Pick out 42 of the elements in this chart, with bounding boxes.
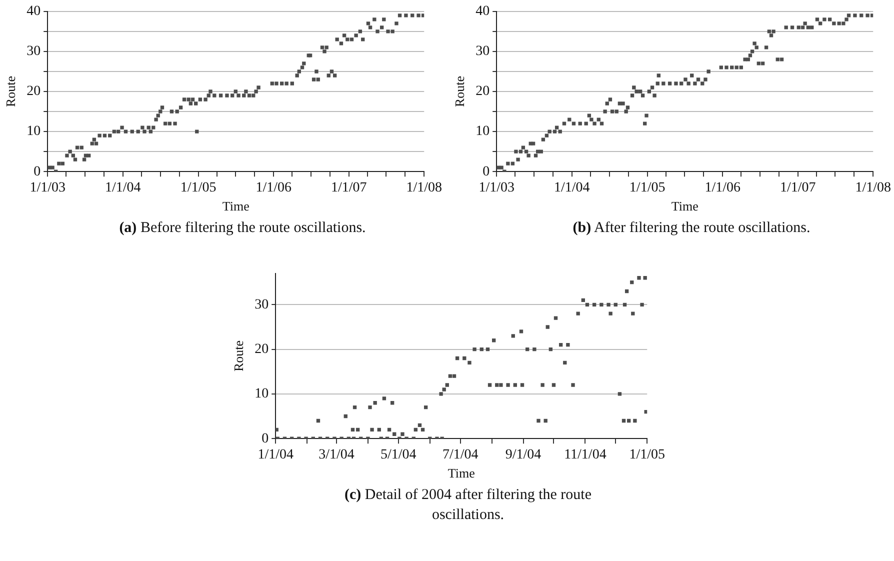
- x-tick-label: 9/1/04: [505, 448, 542, 463]
- y-tick-label: 20: [254, 342, 269, 357]
- x-tick-label: 1/1/03: [478, 180, 514, 196]
- x-axis-title: Time: [222, 198, 250, 214]
- y-tick-label: 40: [476, 4, 490, 20]
- y-tick-label: 30: [476, 44, 490, 60]
- text: (a) Before filtering the route oscillations.: [118, 219, 367, 238]
- x-axis-title: Time: [448, 466, 476, 481]
- y-tick-label: 20: [476, 84, 490, 100]
- y-tick-label: 0: [482, 164, 490, 180]
- x-tick-label: 1/1/07: [780, 180, 816, 196]
- x-tick-label: 1/1/06: [256, 180, 292, 196]
- x-tick-label: 7/1/04: [442, 448, 478, 463]
- text: (c) Detail of 2004 after filtering the route oscillations.: [344, 486, 592, 524]
- y-axis-title: Route: [452, 76, 468, 108]
- x-tick-label: 1/1/04: [258, 448, 294, 463]
- x-tick-label: 1/1/08: [855, 180, 891, 196]
- y-tick-label: 10: [26, 124, 41, 140]
- y-axis-title: Route: [3, 76, 18, 108]
- x-axis-title: Time: [671, 198, 699, 214]
- x-tick-label: 1/1/07: [330, 180, 367, 196]
- x-tick-label: 1/1/06: [704, 180, 740, 196]
- text: (b) After filtering the route oscillations.: [572, 219, 812, 238]
- y-tick-label: 0: [262, 431, 269, 446]
- x-tick-label: 5/1/04: [380, 448, 416, 463]
- x-tick-label: 1/1/05: [629, 180, 666, 196]
- y-tick-label: 40: [26, 4, 41, 20]
- y-axis-title: Route: [231, 340, 246, 372]
- x-tick-label: 1/1/03: [30, 180, 66, 196]
- y-tick-label: 10: [476, 124, 490, 140]
- y-tick-label: 20: [26, 84, 41, 100]
- y-tick-label: 0: [34, 164, 41, 180]
- y-tick-label: 10: [254, 386, 269, 402]
- x-tick-label: 1/1/04: [104, 180, 141, 196]
- x-tick-label: 1/1/04: [554, 180, 590, 196]
- x-tick-label: 1/1/05: [180, 180, 216, 196]
- y-tick-label: 30: [26, 44, 41, 60]
- x-tick-label: 1/1/05: [629, 448, 665, 463]
- x-tick-label: 1/1/08: [406, 180, 442, 196]
- x-tick-label: 11/1/04: [564, 448, 606, 463]
- x-tick-label: 3/1/04: [318, 448, 354, 463]
- y-tick-label: 30: [254, 297, 269, 312]
